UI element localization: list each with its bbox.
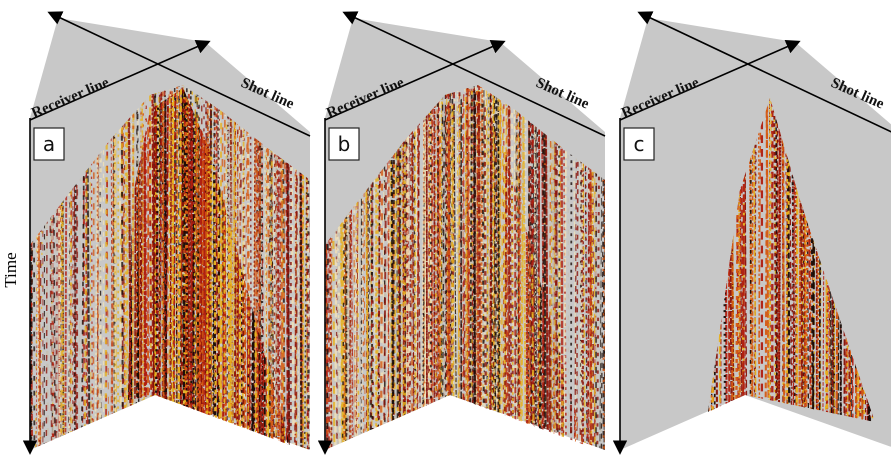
panel: Receiver lineShot linea (27, 13, 314, 455)
trace (148, 80, 149, 455)
figure: Time Receiver lineShot lineaReceiver lin… (0, 0, 891, 462)
panel-label: a (43, 132, 55, 156)
trace (608, 80, 609, 455)
trace (606, 80, 607, 455)
trace (321, 80, 324, 455)
trace (605, 80, 608, 455)
trace (312, 80, 314, 455)
panel-label: c (634, 132, 645, 156)
panel: Receiver lineShot linec (618, 13, 891, 455)
panel: Receiver lineShot lineb (321, 13, 609, 455)
trace (544, 80, 545, 455)
panel-label: b (338, 132, 351, 156)
trace (133, 80, 134, 455)
trace (606, 80, 609, 455)
trace (28, 80, 29, 455)
trace (509, 80, 510, 455)
trace (27, 80, 28, 455)
trace (310, 80, 313, 455)
trace (159, 80, 160, 455)
trace (323, 80, 324, 455)
time-label: Time (1, 252, 20, 287)
trace (311, 80, 313, 455)
trace (425, 80, 426, 455)
